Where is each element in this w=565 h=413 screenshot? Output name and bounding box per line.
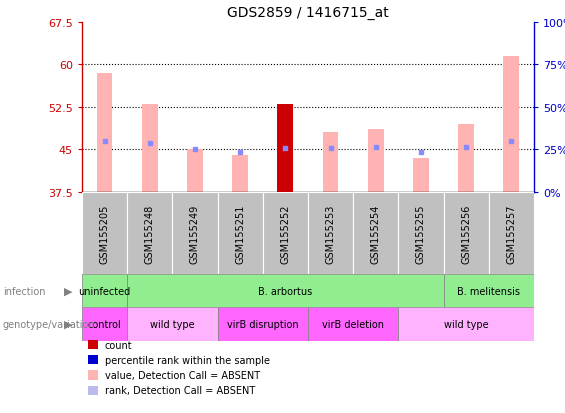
Bar: [277, 104, 293, 192]
Text: B. melitensis: B. melitensis: [457, 286, 520, 296]
Bar: [142, 104, 158, 192]
Bar: [413, 158, 429, 192]
Text: genotype/variation: genotype/variation: [3, 319, 95, 329]
Bar: [398, 308, 534, 341]
Bar: [82, 308, 127, 341]
Text: GSM155252: GSM155252: [280, 204, 290, 263]
Bar: [263, 192, 308, 275]
Bar: [368, 130, 384, 192]
Bar: [323, 133, 338, 192]
Text: infection: infection: [3, 286, 45, 296]
Bar: [444, 192, 489, 275]
Bar: [308, 192, 353, 275]
Text: GSM155256: GSM155256: [461, 204, 471, 263]
Text: GSM155249: GSM155249: [190, 204, 200, 263]
Text: wild type: wild type: [150, 319, 194, 329]
Text: GSM155254: GSM155254: [371, 204, 381, 263]
Text: ▶: ▶: [64, 286, 72, 296]
Title: GDS2859 / 1416715_at: GDS2859 / 1416715_at: [227, 6, 389, 20]
Text: wild type: wild type: [444, 319, 488, 329]
Bar: [277, 104, 293, 192]
Bar: [398, 192, 444, 275]
Bar: [308, 308, 398, 341]
Text: GSM155257: GSM155257: [506, 204, 516, 263]
Text: GSM155251: GSM155251: [235, 204, 245, 263]
Bar: [82, 192, 127, 275]
Text: GSM155255: GSM155255: [416, 204, 426, 263]
Bar: [444, 275, 534, 308]
Text: GSM155253: GSM155253: [325, 204, 336, 263]
Text: rank, Detection Call = ABSENT: rank, Detection Call = ABSENT: [105, 385, 255, 395]
Bar: [458, 124, 474, 192]
Text: count: count: [105, 340, 132, 350]
Text: ▶: ▶: [64, 319, 72, 329]
Bar: [127, 275, 444, 308]
Bar: [353, 192, 398, 275]
Bar: [127, 308, 218, 341]
Bar: [489, 192, 534, 275]
Bar: [187, 150, 203, 192]
Text: virB deletion: virB deletion: [322, 319, 384, 329]
Bar: [97, 74, 112, 192]
Bar: [82, 275, 127, 308]
Bar: [172, 192, 218, 275]
Bar: [127, 192, 172, 275]
Bar: [218, 192, 263, 275]
Text: GSM155205: GSM155205: [99, 204, 110, 263]
Text: virB disruption: virB disruption: [227, 319, 298, 329]
Text: B. arbortus: B. arbortus: [258, 286, 312, 296]
Text: percentile rank within the sample: percentile rank within the sample: [105, 355, 270, 365]
Text: value, Detection Call = ABSENT: value, Detection Call = ABSENT: [105, 370, 260, 380]
Bar: [218, 308, 308, 341]
Bar: [232, 155, 248, 192]
Text: GSM155248: GSM155248: [145, 204, 155, 263]
Text: uninfected: uninfected: [79, 286, 131, 296]
Bar: [503, 57, 519, 192]
Text: control: control: [88, 319, 121, 329]
